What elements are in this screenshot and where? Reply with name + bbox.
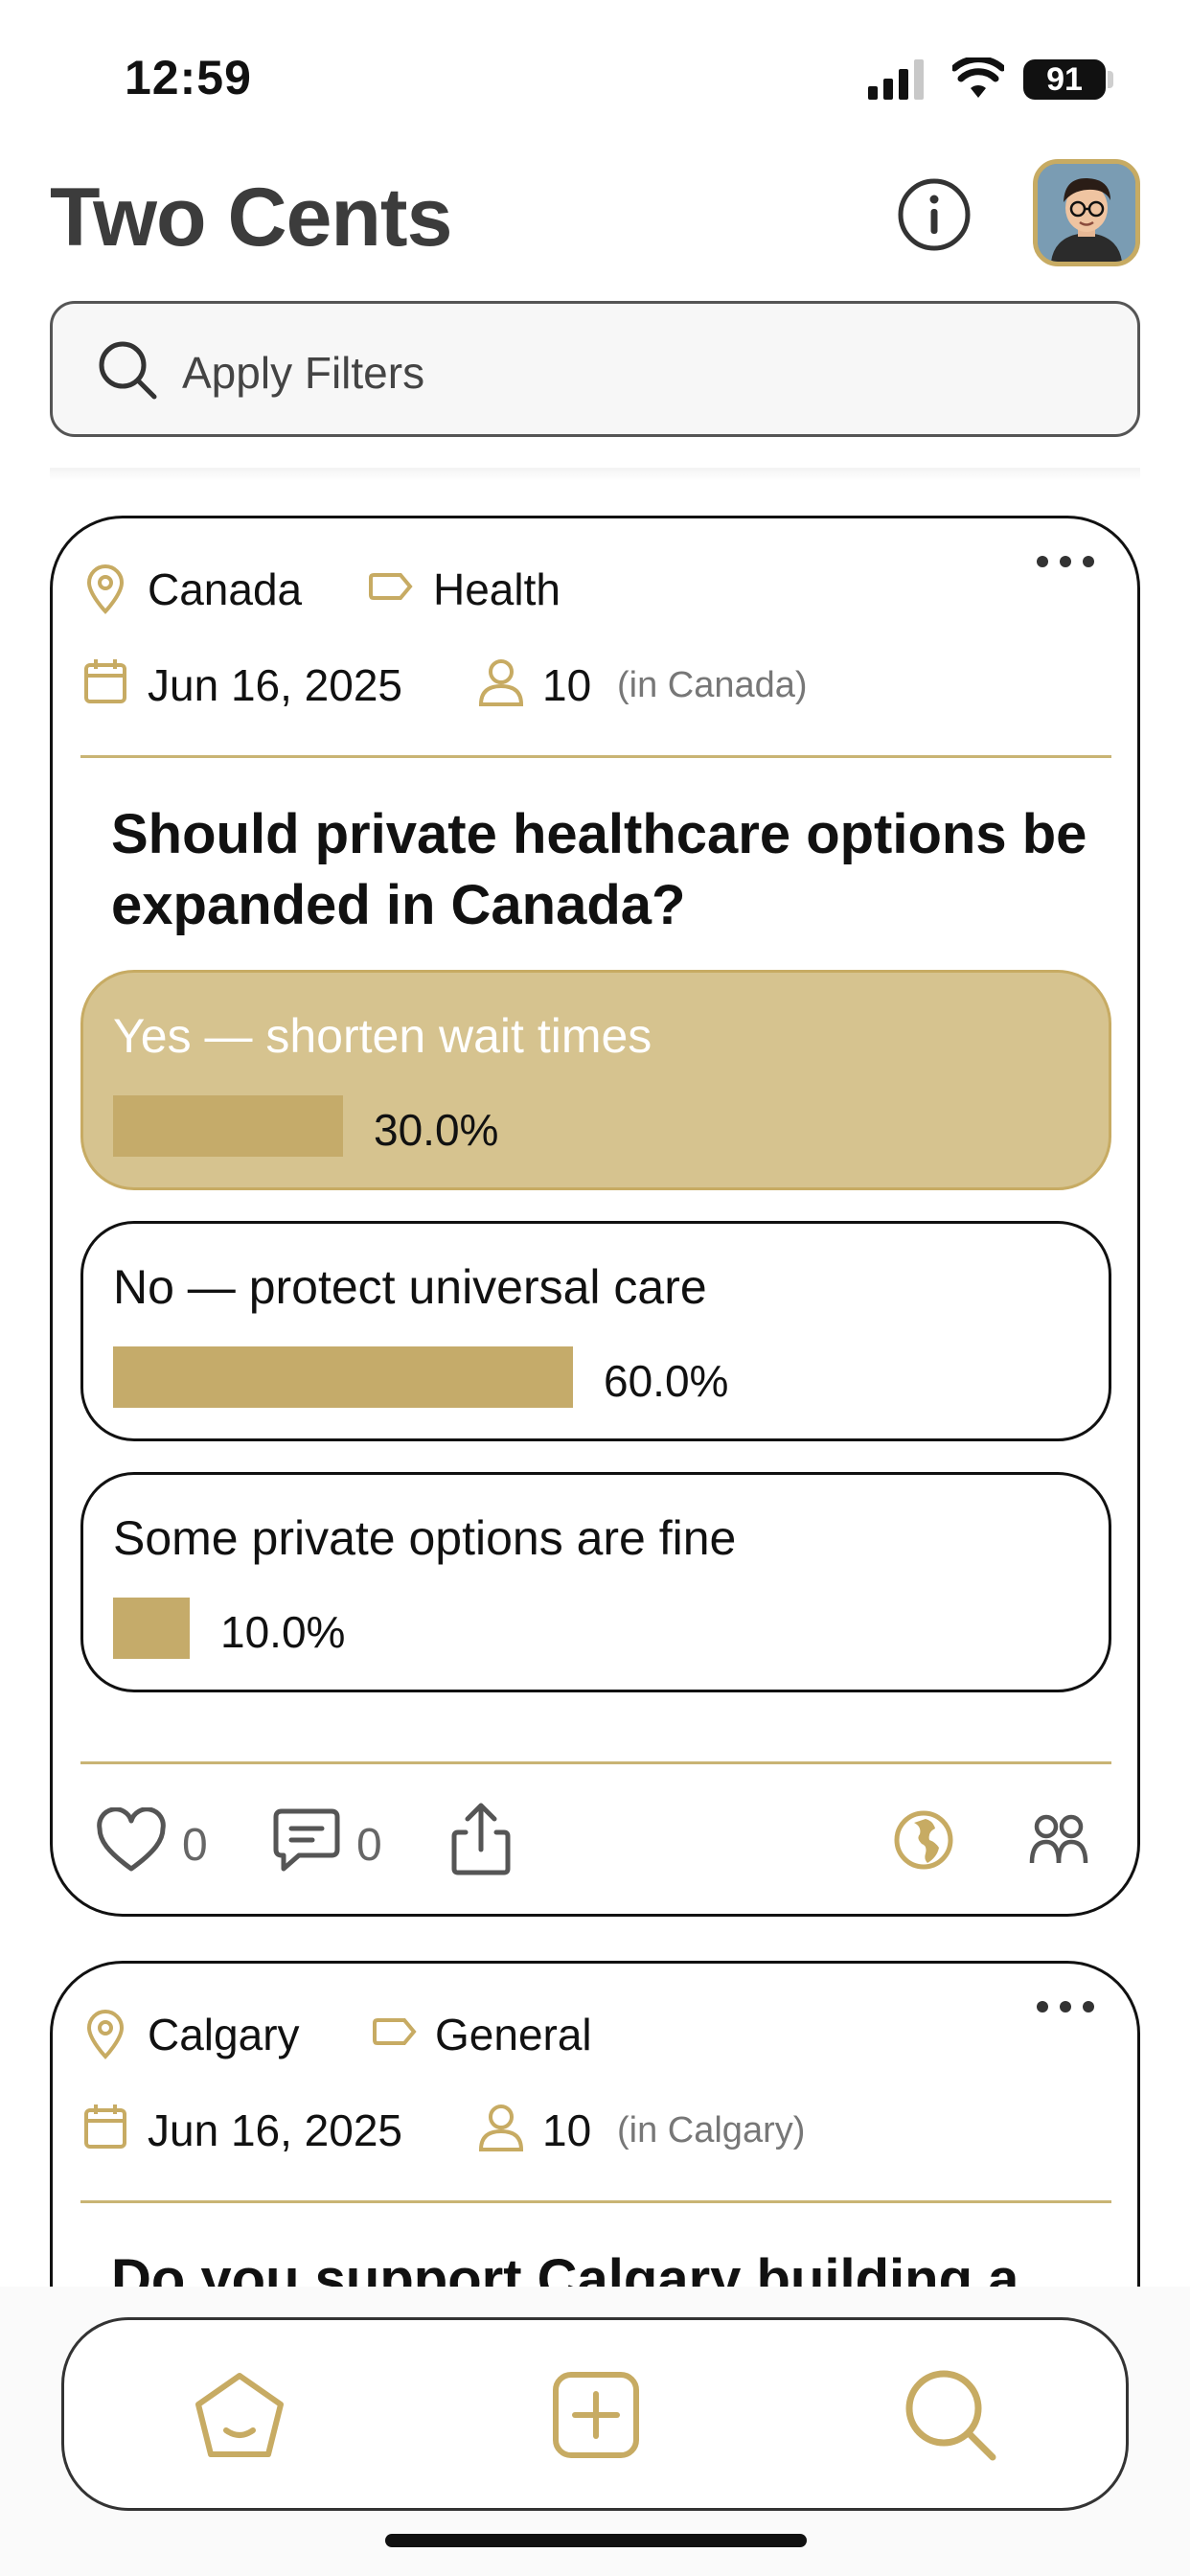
tag-icon — [372, 2014, 418, 2049]
location-pin-icon — [84, 564, 126, 615]
home-indicator — [385, 2534, 807, 2547]
post-category: Health — [433, 564, 561, 614]
battery-tip — [1108, 71, 1113, 88]
calendar-icon — [82, 2103, 128, 2150]
poll-option[interactable] — [80, 970, 1111, 1190]
heart-icon — [97, 1807, 166, 1872]
comment-button[interactable] — [272, 1807, 341, 1874]
post-location: Calgary — [148, 2010, 300, 2059]
poll-option-label: Yes — shorten wait times — [113, 1009, 652, 1063]
location-pin-icon — [84, 2009, 126, 2060]
participant-count: 10 — [542, 660, 592, 710]
wifi-icon — [952, 58, 1004, 100]
participant-scope: (in Canada) — [617, 665, 808, 705]
poll-question: Should private healthcare options be exp… — [111, 803, 1087, 936]
header-divider — [50, 468, 1140, 481]
card-divider — [80, 755, 1111, 758]
post-date: Jun 16, 2025 — [148, 660, 403, 710]
avatar-image-icon — [1038, 164, 1135, 262]
globe-icon[interactable] — [893, 1809, 954, 1871]
post-location: Canada — [148, 564, 303, 614]
poll-option[interactable] — [80, 1472, 1111, 1692]
more-options-icon[interactable] — [1035, 552, 1096, 571]
poll-option-bar — [113, 1346, 573, 1408]
participant-count: 10 — [542, 2105, 592, 2155]
filter-search-bar[interactable] — [50, 301, 1140, 437]
more-options-icon[interactable] — [1035, 1997, 1096, 2016]
home-icon[interactable] — [192, 2371, 287, 2461]
comment-count: 0 — [356, 1820, 382, 1871]
poll-option-percent: 30.0% — [374, 1105, 499, 1155]
calendar-icon — [82, 657, 128, 705]
like-button[interactable] — [96, 1807, 167, 1873]
share-button[interactable] — [448, 1802, 514, 1876]
user-icon — [477, 657, 525, 707]
search-input[interactable]: Apply Filters — [182, 348, 425, 398]
poll-card[interactable] — [50, 516, 1140, 1917]
post-category: General — [435, 2010, 592, 2059]
card-divider — [80, 1761, 1111, 1764]
poll-option-bar — [113, 1598, 190, 1659]
signal-icon — [868, 59, 927, 100]
poll-option[interactable] — [80, 1221, 1111, 1441]
group-icon[interactable] — [1029, 1811, 1088, 1867]
card-divider — [80, 2200, 1111, 2203]
status-time: 12:59 — [125, 51, 252, 104]
poll-option-percent: 10.0% — [220, 1607, 346, 1657]
poll-option-percent: 60.0% — [604, 1356, 729, 1406]
share-icon — [451, 1803, 511, 1875]
tag-icon — [368, 569, 414, 604]
user-icon — [477, 2103, 525, 2152]
info-icon — [898, 178, 971, 251]
battery-indicator: 91 — [1023, 59, 1106, 100]
participant-scope: (in Calgary) — [617, 2110, 806, 2150]
poll-option-label: Some private options are fine — [113, 1511, 737, 1565]
avatar[interactable] — [1033, 159, 1140, 266]
like-count: 0 — [182, 1820, 208, 1871]
comment-icon — [273, 1808, 340, 1872]
post-date: Jun 16, 2025 — [148, 2105, 403, 2155]
add-icon[interactable] — [552, 2371, 640, 2459]
info-button[interactable] — [897, 177, 972, 252]
page-title: Two Cents — [50, 172, 452, 264]
poll-option-bar — [113, 1095, 343, 1157]
poll-option-label: No — protect universal care — [113, 1260, 707, 1314]
search-icon[interactable] — [903, 2367, 998, 2463]
search-icon — [96, 338, 159, 402]
